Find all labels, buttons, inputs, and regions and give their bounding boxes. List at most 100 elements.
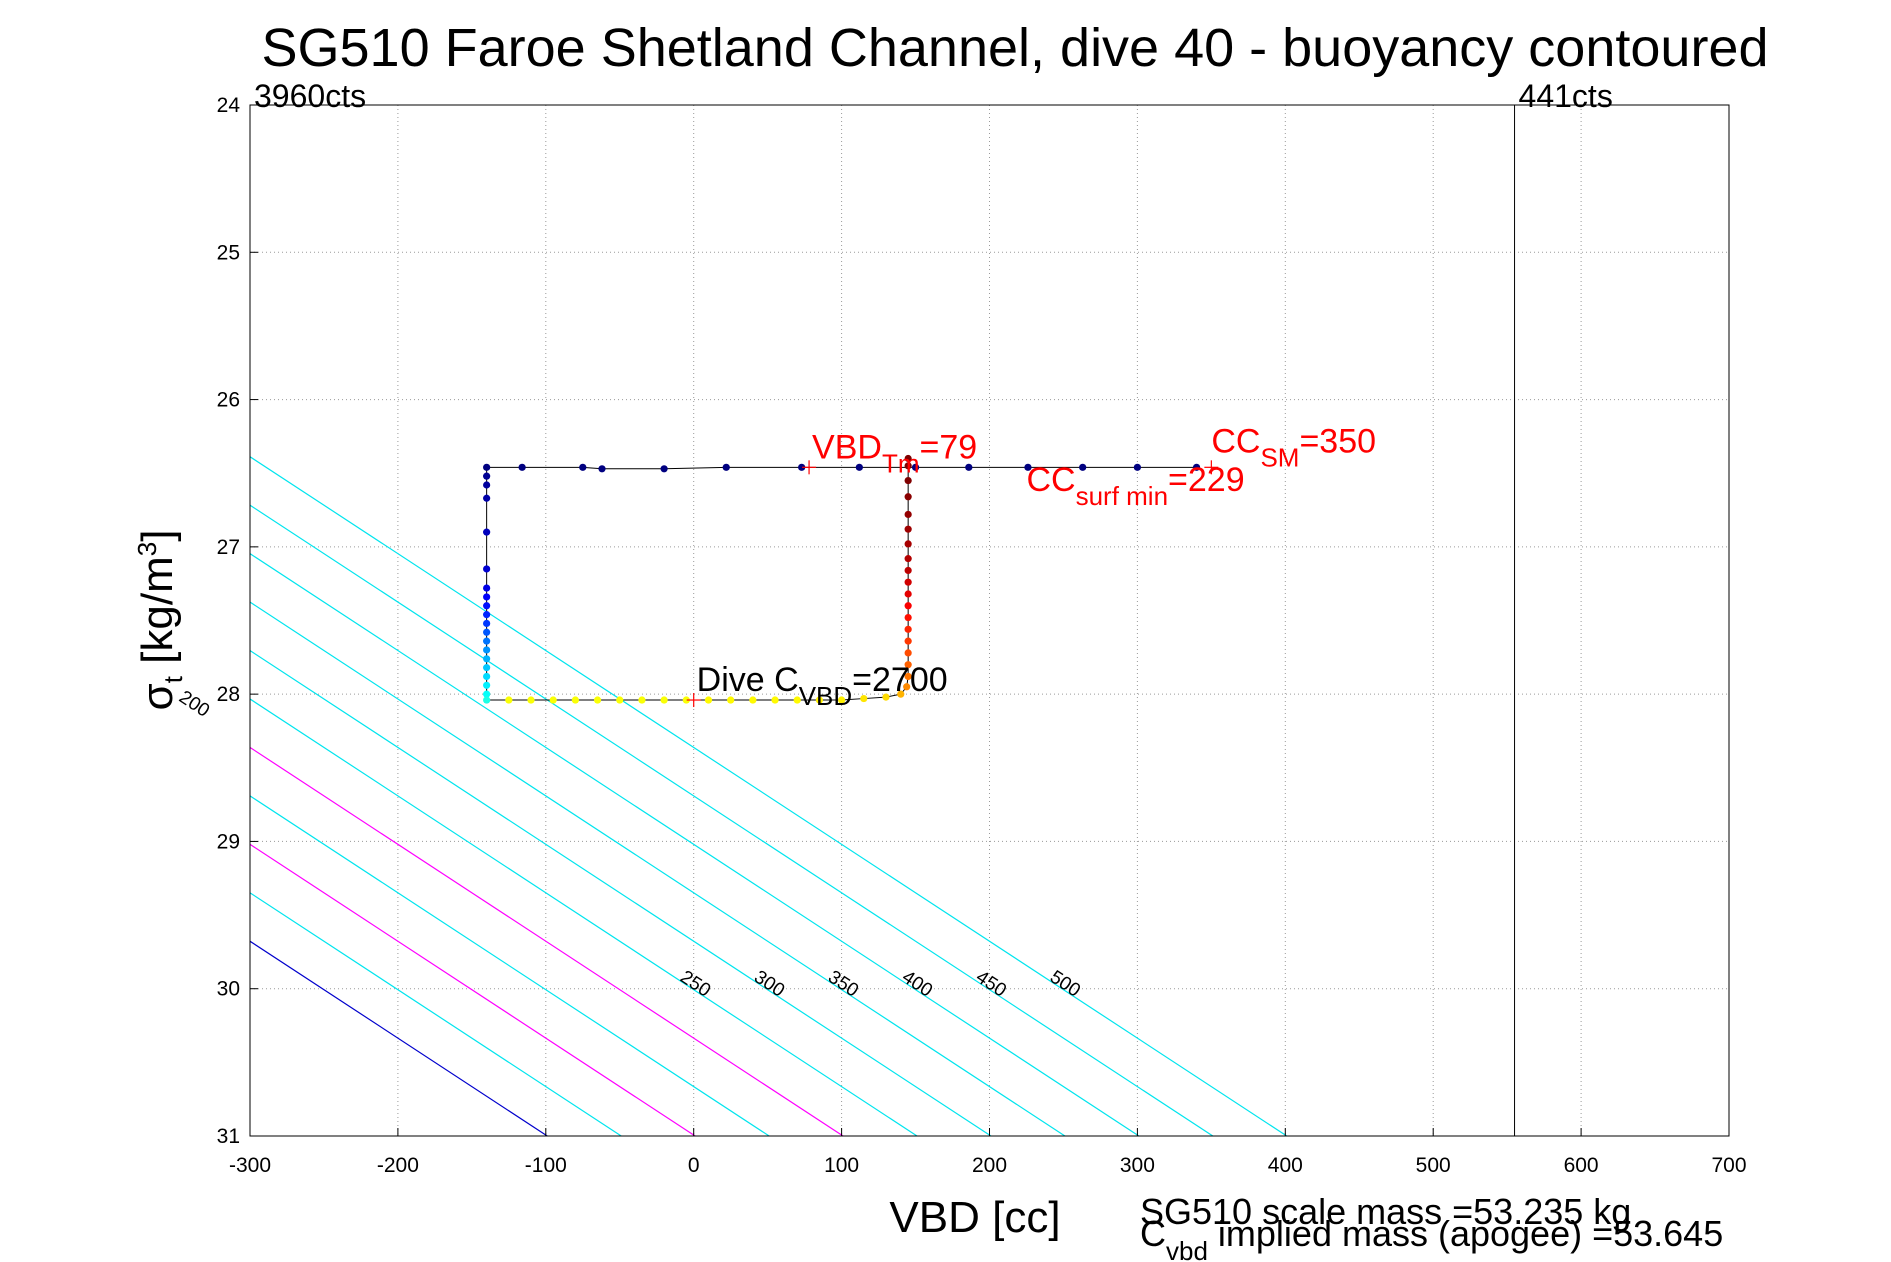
dive-track-point (904, 566, 912, 575)
dive-track-point (904, 578, 912, 586)
y-tick-label: 27 (217, 536, 240, 559)
y-tick-label: 24 (217, 94, 241, 117)
dive-track-point (838, 696, 846, 704)
y-axis-label-sup: 3 (132, 542, 162, 556)
annotation-cc_sm: CCSM=350 (1211, 423, 1376, 473)
dive-track-point (483, 481, 491, 489)
y-tick-label: 29 (217, 830, 240, 853)
annotation-dive_c: Dive CVBD=2700 (697, 661, 948, 711)
annotation-cc_surf: CCsurf min=229 (1026, 461, 1244, 511)
contour-label: 350 (824, 967, 862, 1002)
x-tick-label: 500 (1416, 1154, 1451, 1177)
dive-track-point (483, 565, 491, 573)
dive-track-point (527, 696, 535, 704)
dive-track-point (518, 463, 526, 471)
contour-label: 450 (972, 967, 1010, 1002)
chart-title: SG510 Faroe Shetland Channel, dive 40 - … (262, 18, 1769, 78)
dive-track-point (904, 613, 912, 622)
dive-track-point (682, 696, 690, 704)
dive-track-point (897, 690, 905, 698)
dive-track-point (1079, 463, 1087, 471)
dive-track-point (904, 625, 912, 633)
x-tick-label: 300 (1120, 1154, 1155, 1177)
contour-line (250, 698, 918, 1136)
count-reference-lines: 441cts 3960cts (254, 78, 1613, 1136)
implied-mass-sub: vbd (1166, 1236, 1208, 1262)
dive-track-point (749, 696, 757, 704)
dive-track-point (911, 463, 920, 471)
x-tick-label: -300 (229, 1154, 271, 1177)
dive-track-point (483, 664, 491, 672)
dive-track-point (483, 696, 491, 704)
dive-track-point (483, 637, 491, 645)
dive-track-point (483, 628, 491, 636)
dive-track-point (660, 465, 668, 473)
dive-track-point (904, 672, 912, 681)
count-label: 3960cts (254, 78, 366, 114)
dive-track-point (904, 555, 912, 563)
x-axis-label: VBD [cc] (889, 1193, 1060, 1242)
dive-track-point (1024, 463, 1032, 471)
dive-track-point (704, 696, 713, 704)
contour-label: 400 (898, 967, 936, 1002)
dive-track-point (571, 696, 579, 704)
dive-track-point (793, 696, 801, 704)
y-tick-label: 30 (217, 978, 240, 1001)
dive-track-point (483, 611, 491, 619)
dive-track-point (483, 528, 491, 536)
dive-track-point (598, 465, 606, 473)
dive-track-point (483, 593, 491, 601)
contour-label: 500 (1046, 967, 1084, 1002)
dive-track-point (483, 463, 491, 471)
dive-track-point (660, 696, 668, 704)
y-tick-label: 31 (217, 1125, 240, 1148)
dive-track-point (579, 463, 587, 471)
y-tick-label: 28 (217, 683, 240, 706)
x-tick-label: 200 (972, 1154, 1007, 1177)
dive-track-point (904, 525, 912, 533)
dive-track-point (882, 693, 890, 701)
dive-track-point (904, 602, 912, 610)
contour-line (250, 843, 696, 1136)
x-tick-label: -200 (377, 1154, 419, 1177)
y-axis-label-units: [kg/m (133, 556, 182, 676)
dive-track-point (505, 696, 513, 704)
dive-track-point (549, 696, 557, 704)
dive-track-point (904, 661, 912, 669)
y-tick-label: 25 (217, 241, 240, 264)
implied-mass-text: Cvbd implied mass (apogee) =53.645 (1140, 1213, 1723, 1262)
dive-track-point (483, 584, 491, 592)
dive-track-point (904, 454, 912, 463)
contour-line (250, 504, 1214, 1136)
dive-track-point (965, 463, 973, 471)
dive-track-point (904, 462, 912, 470)
plus-marker (686, 693, 701, 708)
dive-track-point (638, 696, 646, 704)
dive-track-point (722, 463, 730, 471)
plus-marker (1204, 460, 1219, 475)
dive-track-point (904, 637, 912, 645)
dive-track-point (483, 602, 491, 610)
contour-line (250, 601, 1066, 1136)
contour-label: 250 (676, 967, 714, 1002)
dive-track-point (904, 540, 912, 548)
y-axis-label-sub: t (158, 675, 188, 683)
dive-track-point (483, 672, 491, 681)
dive-track-point (593, 696, 602, 704)
y-axis-label-close: ] (133, 530, 182, 542)
dive-track-point (904, 493, 912, 501)
dive-track-point (860, 694, 868, 703)
contour-line (250, 552, 1140, 1136)
contour-line (250, 649, 992, 1136)
x-tick-label: 600 (1564, 1154, 1599, 1177)
dive-track-point (903, 683, 911, 691)
dive-track-point (1192, 463, 1201, 471)
dive-track-point (904, 510, 912, 519)
dive-track-point (1133, 463, 1141, 471)
dive-track-point (904, 649, 912, 657)
x-tick-label: -100 (525, 1154, 567, 1177)
x-tick-label: 100 (824, 1154, 859, 1177)
dive-track-point (483, 494, 491, 502)
contour-line (250, 456, 1288, 1136)
